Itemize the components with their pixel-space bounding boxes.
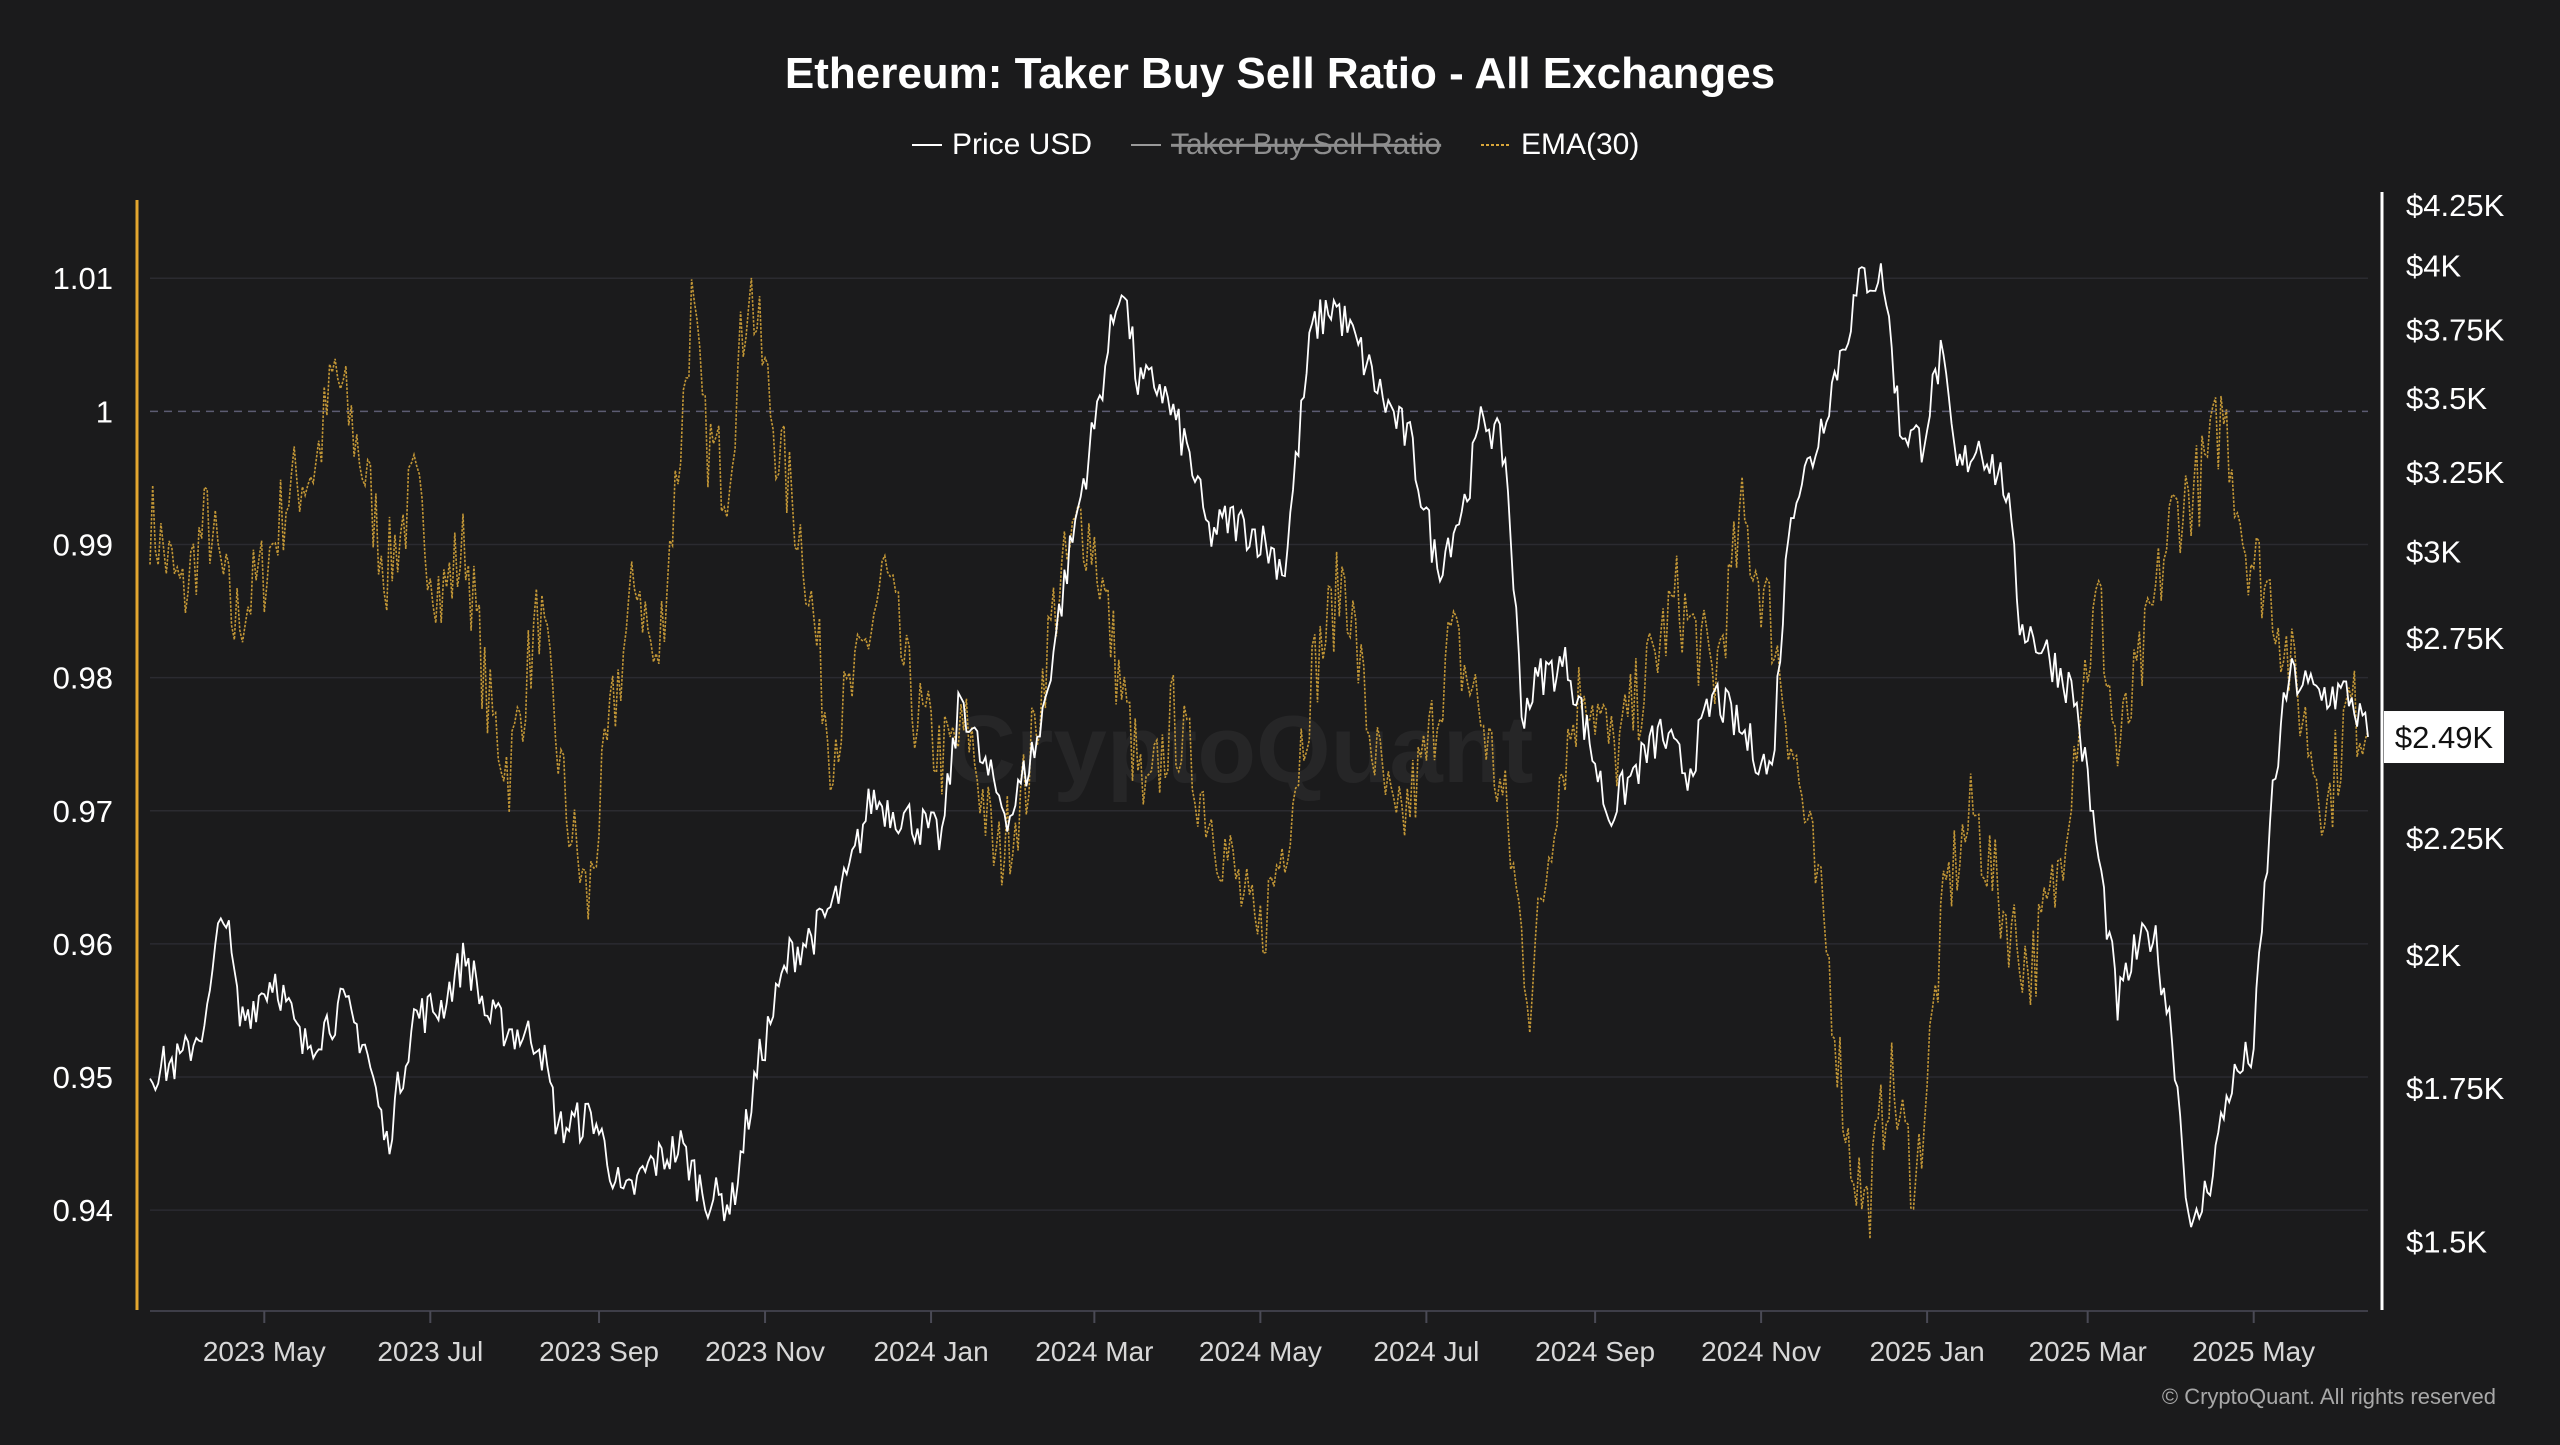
- legend-label-price: Price USD: [952, 128, 1092, 161]
- gridlines: [150, 277, 2368, 1211]
- y-right-tick-label: $4.25K: [2406, 188, 2505, 223]
- x-tick-label: 2024 Jul: [1373, 1336, 1479, 1367]
- y-left-tick-label: 0.98: [53, 661, 113, 696]
- x-tick-label: 2023 Jul: [377, 1336, 483, 1367]
- y-left-axis-ticks: 1.01 1 0.99 0.98 0.97 0.96 0.95 0.94: [53, 261, 113, 1228]
- x-tick-label: 2024 Nov: [1701, 1336, 1821, 1367]
- y-left-tick-label: 0.99: [53, 527, 113, 562]
- y-right-tick-label: $4K: [2406, 248, 2461, 283]
- x-tick-label: 2025 Jan: [1870, 1336, 1985, 1367]
- y-right-tick-label: $3.5K: [2406, 381, 2487, 416]
- legend-label-ema: EMA(30): [1521, 128, 1639, 161]
- x-tick-label: 2025 Mar: [2029, 1336, 2147, 1367]
- y-right-tick-label: $2.75K: [2406, 621, 2505, 656]
- current-value-badge: $2.49K: [2384, 711, 2504, 764]
- current-value-label: $2.49K: [2395, 720, 2494, 755]
- x-axis-ticks: 2023 May 2023 Jul 2023 Sep 2023 Nov 2024 Jan…: [203, 1311, 2315, 1367]
- x-tick-label: 2023 Nov: [705, 1336, 825, 1367]
- y-right-tick-label: $3.25K: [2406, 455, 2505, 490]
- y-left-tick-label: 1.01: [53, 261, 113, 296]
- y-left-tick-label: 0.94: [53, 1193, 113, 1228]
- y-right-tick-label: $2K: [2406, 938, 2461, 973]
- x-tick-label: 2024 Jan: [873, 1336, 988, 1367]
- y-left-tick-label: 0.95: [53, 1060, 113, 1095]
- y-right-tick-label: $1.5K: [2406, 1224, 2487, 1259]
- x-tick-label: 2024 Mar: [1035, 1336, 1153, 1367]
- y-right-tick-label: $3K: [2406, 535, 2461, 570]
- legend-label-taker-ratio: Taker Buy Sell Ratio: [1171, 128, 1441, 161]
- current-value-box: [2384, 711, 2504, 764]
- y-right-tick-label: $3.75K: [2406, 313, 2505, 348]
- ema-30-line: [149, 277, 2369, 1239]
- legend-item-ema[interactable]: EMA(30): [1481, 128, 1639, 161]
- x-tick-label: 2024 May: [1199, 1336, 1322, 1367]
- y-left-tick-label: 0.97: [53, 794, 113, 829]
- copyright: © CryptoQuant. All rights reserved: [2162, 1384, 2496, 1409]
- y-left-tick-label: 0.96: [53, 927, 113, 962]
- y-right-tick-label: $2.25K: [2406, 821, 2505, 856]
- y-right-tick-label: $1.75K: [2406, 1071, 2505, 1106]
- y-right-axis-ticks: $4.25K$4K$3.75K$3.5K$3.25K$3K$2.75K$2.5K…: [2406, 188, 2505, 1259]
- series-layer: [149, 263, 2369, 1239]
- legend: Price USD Taker Buy Sell Ratio EMA(30): [912, 128, 1639, 161]
- x-tick-label: 2023 Sep: [539, 1336, 659, 1367]
- legend-item-price[interactable]: Price USD: [912, 128, 1092, 161]
- x-tick-label: 2025 May: [2192, 1336, 2315, 1367]
- legend-item-taker-ratio[interactable]: Taker Buy Sell Ratio: [1131, 128, 1441, 161]
- y-left-tick-label: 1: [96, 394, 113, 429]
- price-usd-line: [149, 263, 2369, 1228]
- chart-title: Ethereum: Taker Buy Sell Ratio - All Exc…: [785, 49, 1775, 98]
- x-tick-label: 2023 May: [203, 1336, 326, 1367]
- x-tick-label: 2024 Sep: [1535, 1336, 1655, 1367]
